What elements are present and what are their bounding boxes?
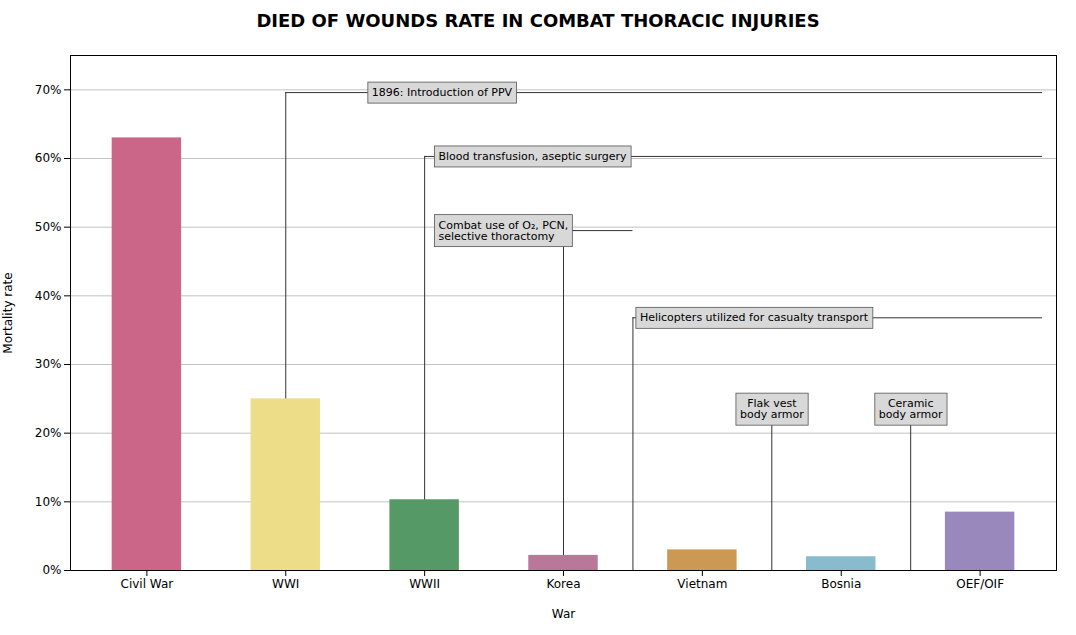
svg-text:Blood transfusion, aseptic sur: Blood transfusion, aseptic surgery xyxy=(439,150,628,163)
svg-text:1896: Introduction of PPV: 1896: Introduction of PPV xyxy=(372,86,513,99)
svg-text:Flak vestbody armor: Flak vestbody armor xyxy=(740,397,804,421)
svg-text:Korea: Korea xyxy=(546,577,580,591)
svg-text:WWI: WWI xyxy=(272,577,299,591)
svg-text:Vietnam: Vietnam xyxy=(677,577,727,591)
svg-text:OEF/OIF: OEF/OIF xyxy=(956,577,1004,591)
svg-text:Bosnia: Bosnia xyxy=(821,577,861,591)
svg-text:0%: 0% xyxy=(42,563,61,577)
svg-text:70%: 70% xyxy=(35,83,62,97)
svg-text:War: War xyxy=(552,607,575,621)
svg-text:Ceramicbody armor: Ceramicbody armor xyxy=(879,397,943,421)
svg-text:WWII: WWII xyxy=(409,577,440,591)
svg-text:Civil War: Civil War xyxy=(121,577,174,591)
svg-text:60%: 60% xyxy=(35,151,62,165)
svg-text:30%: 30% xyxy=(35,357,62,371)
svg-text:Helicopters utilized for casua: Helicopters utilized for casualty transp… xyxy=(640,311,869,324)
svg-text:Combat use of O₂, PCN,selectiv: Combat use of O₂, PCN,selective thoracto… xyxy=(439,219,569,243)
svg-text:10%: 10% xyxy=(35,495,62,509)
svg-text:40%: 40% xyxy=(35,289,62,303)
html-text:DIED OF WOUNDS RATE IN COMBAT: DIED OF WOUNDS RATE IN COMBAT THORACIC I… xyxy=(256,10,820,31)
svg-text:50%: 50% xyxy=(35,220,62,234)
svg-text:20%: 20% xyxy=(35,426,62,440)
svg-text:Mortality rate: Mortality rate xyxy=(1,272,15,353)
